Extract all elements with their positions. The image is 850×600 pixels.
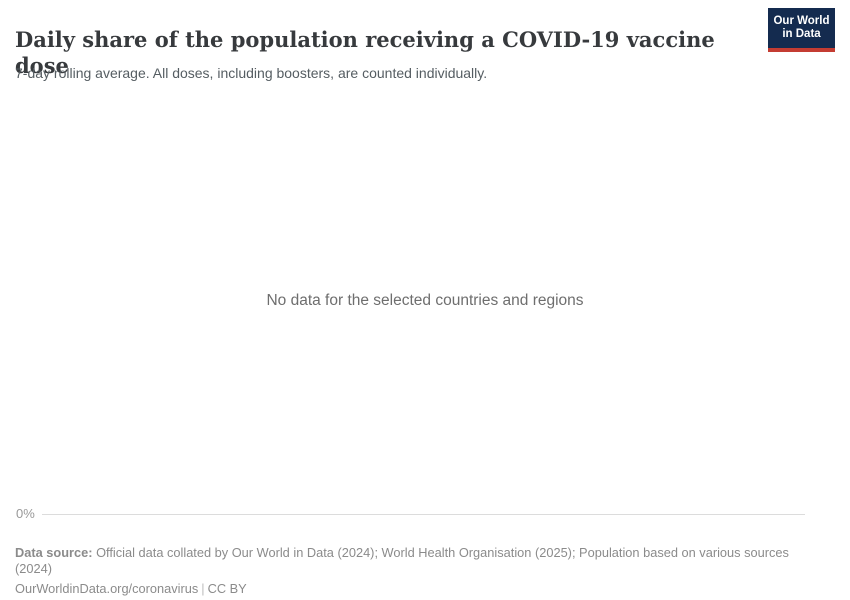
owid-logo-text: Our World in Data	[768, 8, 835, 48]
owid-logo-line1: Our World	[773, 14, 830, 27]
owid-logo-line2: in Data	[782, 28, 821, 40]
license-label: CC BY	[207, 580, 247, 596]
x-axis-line	[42, 514, 805, 515]
footer-link-row: OurWorldinData.org/coronavirus | CC BY	[15, 581, 247, 596]
chart-title: Daily share of the population receiving …	[15, 27, 715, 79]
footer-separator: |	[201, 580, 205, 596]
owid-url-link[interactable]: OurWorldinData.org/coronavirus	[15, 580, 199, 596]
owid-logo[interactable]: Our World in Data	[768, 8, 835, 52]
chart-subtitle: 7-day rolling average. All doses, includ…	[15, 65, 488, 81]
data-source-label: Data source:	[15, 544, 93, 560]
no-data-message: No data for the selected countries and r…	[266, 292, 584, 309]
data-source-note: Data source: Official data collated by O…	[15, 545, 803, 578]
y-axis-tick-label: 0%	[16, 506, 35, 521]
data-source-text: Official data collated by Our World in D…	[15, 544, 789, 577]
owid-logo-stripe	[768, 48, 835, 52]
